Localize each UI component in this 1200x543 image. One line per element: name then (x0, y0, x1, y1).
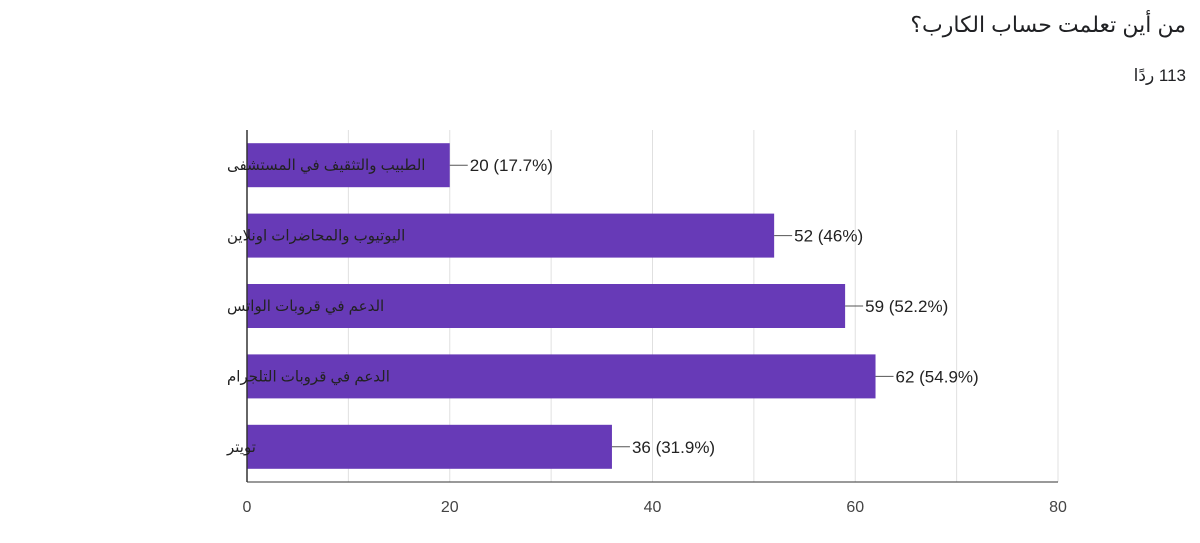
category-label: الدعم في قروبات الواتس (227, 298, 384, 316)
axes (246, 130, 1058, 483)
x-tick-label: 0 (243, 499, 252, 516)
data-label: 62 (54.9%) (896, 367, 979, 386)
category-label: اليوتيوب والمحاضرات اونلاين (227, 228, 405, 245)
category-label: الطبيب والتثقيف في المستشفى (227, 157, 425, 175)
labels: 0 20 40 60 80 20 (17.7%) الطبيب والتثقيف في ال… (226, 156, 1067, 516)
category-label: الدعم في قروبات التلجرام (227, 368, 390, 386)
x-tick-label: 80 (1049, 499, 1067, 516)
response-count: 113 ردًا (1133, 66, 1186, 85)
data-label: 36 (31.9%) (632, 438, 715, 457)
bar (247, 143, 450, 188)
bars (247, 143, 876, 469)
bar (247, 424, 612, 469)
data-label: 59 (52.2%) (865, 297, 948, 316)
category-label: تويتر (226, 439, 256, 456)
bar (247, 354, 876, 399)
x-tick-label: 20 (441, 499, 459, 516)
x-tick-label: 40 (644, 499, 662, 516)
bar (247, 213, 775, 258)
data-label: 20 (17.7%) (470, 156, 553, 175)
data-label: 52 (46%) (794, 227, 863, 246)
bar (247, 284, 846, 328)
question-title: من أين تعلمت حساب الكارب؟ (910, 12, 1186, 37)
x-tick-label: 60 (846, 499, 864, 516)
